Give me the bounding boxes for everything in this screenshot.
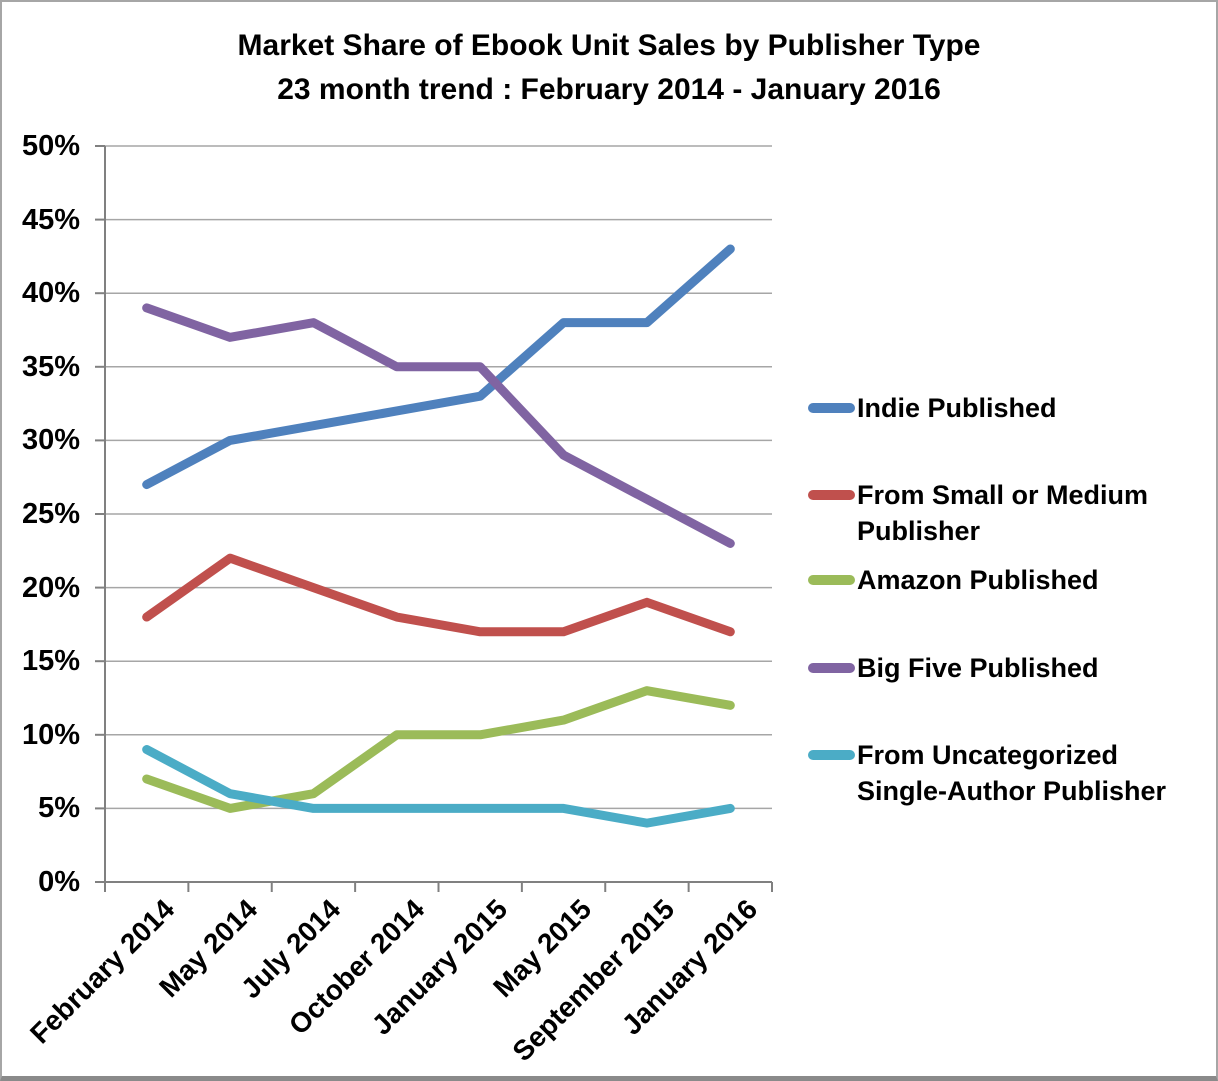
- legend: Indie Published From Small or Medium Pub…: [808, 2, 1208, 1076]
- legend-label: From Small or Medium Publisher: [857, 480, 1149, 546]
- legend-line-marker-icon: [808, 750, 855, 760]
- y-axis-tick-label: 35%: [21, 350, 80, 383]
- y-axis-tick-label: 50%: [21, 130, 80, 162]
- y-axis-tick-label: 40%: [21, 277, 80, 310]
- series-line: [142, 686, 735, 813]
- y-axis-tick-label: 15%: [21, 645, 80, 678]
- y-axis-tick-label: 25%: [21, 498, 80, 530]
- legend-item: Amazon Published: [808, 562, 1209, 598]
- legend-item: From Small or Medium Publisher: [808, 477, 1209, 549]
- legend-line-marker-icon: [808, 663, 855, 673]
- y-axis-tick-label: 5%: [38, 792, 80, 825]
- chart-subtitle: 23 month trend : February 2014 - January…: [277, 73, 941, 106]
- legend-item: From Uncategorized Single-Author Publish…: [808, 737, 1209, 809]
- legend-line-marker-icon: [808, 575, 855, 585]
- series-line: [142, 745, 735, 828]
- series-line: [142, 553, 735, 637]
- y-axis-tick-label: 30%: [21, 424, 80, 457]
- y-axis-tick-label: 0%: [38, 866, 80, 898]
- series-line: [142, 303, 735, 548]
- legend-label: Amazon Published: [857, 565, 1099, 595]
- legend-item: Big Five Published: [808, 650, 1209, 686]
- legend-label: From Uncategorized Single-Author Publish…: [857, 740, 1167, 806]
- legend-label: Indie Published: [857, 393, 1057, 423]
- legend-line-marker-icon: [808, 490, 855, 500]
- legend-label: Big Five Published: [857, 653, 1099, 683]
- series-line: [142, 244, 735, 490]
- legend-line-marker-icon: [808, 403, 855, 413]
- legend-item: Indie Published: [808, 390, 1209, 426]
- y-axis-tick-label: 10%: [21, 718, 80, 751]
- chart-title: Market Share of Ebook Unit Sales by Publ…: [237, 29, 981, 62]
- chart-title-block: Market Share of Ebook Unit Sales by Publ…: [2, 24, 1216, 112]
- y-axis-tick-label: 45%: [21, 203, 80, 236]
- y-axis-tick-label: 20%: [21, 571, 80, 604]
